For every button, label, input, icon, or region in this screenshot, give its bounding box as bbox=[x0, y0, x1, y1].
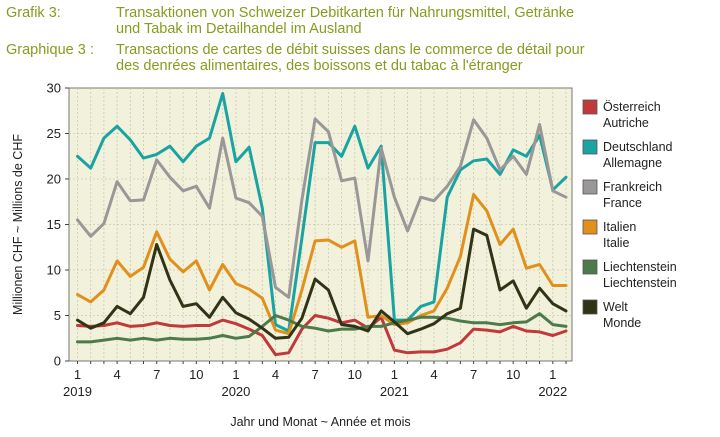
legend-label: Österreich bbox=[603, 100, 661, 114]
y-tick-label: 20 bbox=[47, 172, 61, 187]
x-tick-label-year: 2019 bbox=[63, 384, 92, 399]
y-tick-label: 25 bbox=[47, 126, 61, 141]
x-axis-ticks: 1 2019 4 7 10 1 2020 4 7 10 1 2021 4 7 10 1 2022 bbox=[63, 361, 567, 399]
y-tick-label: 15 bbox=[47, 217, 61, 232]
series-line-welt bbox=[76, 227, 568, 340]
series-line-deutschland bbox=[76, 92, 568, 333]
legend-swatch-österreich bbox=[582, 99, 598, 115]
x-tick-label-month: 10 bbox=[506, 367, 520, 382]
legend: Österreich Autriche Deutschland Allemagne Fr… bbox=[582, 99, 677, 330]
legend-label-fr: Allemagne bbox=[603, 156, 662, 170]
x-tick-label-year: 2021 bbox=[380, 384, 409, 399]
plot-area bbox=[68, 87, 573, 362]
y-axis-ticks: 0 5 10 15 20 25 30 bbox=[47, 81, 69, 369]
legend-swatch-welt bbox=[582, 299, 598, 315]
legend-swatch-deutschland bbox=[582, 139, 598, 155]
title-de-text-1: Transaktionen von Schweizer Debitkarten … bbox=[116, 5, 575, 21]
legend-label-fr: Monde bbox=[603, 316, 641, 330]
title-fr-text-2: des denrées alimentaires, des boissons e… bbox=[116, 58, 523, 74]
legend-swatch-liechtenstein bbox=[582, 259, 598, 275]
legend-label: Frankreich bbox=[603, 180, 662, 194]
legend-label-fr: Autriche bbox=[603, 116, 649, 130]
x-tick-label-month: 10 bbox=[189, 367, 203, 382]
x-tick-label-month: 4 bbox=[113, 367, 120, 382]
y-tick-label: 10 bbox=[47, 263, 61, 278]
x-axis-title: Jahr und Monat ~ Année et mois bbox=[230, 415, 410, 429]
title-de-text-2: und Tabak im Detailhandel im Ausland bbox=[116, 21, 362, 37]
x-tick-label-month: 10 bbox=[348, 367, 362, 382]
x-tick-label-month: 1 bbox=[74, 367, 81, 382]
x-tick-label-month: 7 bbox=[312, 367, 319, 382]
legend-swatch-frankreich bbox=[582, 179, 598, 195]
legend-label-fr: Liechtenstein bbox=[603, 276, 677, 290]
x-tick-label-month: 4 bbox=[430, 367, 437, 382]
legend-label: Deutschland bbox=[603, 140, 673, 154]
legend-label: Welt bbox=[603, 300, 628, 314]
y-tick-label: 30 bbox=[47, 81, 61, 96]
title-fr-label: Graphique 3 : bbox=[6, 42, 94, 58]
series-line-österreich bbox=[76, 314, 568, 357]
series-lines bbox=[76, 92, 568, 357]
x-tick-label-month: 1 bbox=[232, 367, 239, 382]
x-tick-label-month: 1 bbox=[549, 367, 556, 382]
series-line-frankreich bbox=[76, 117, 568, 299]
legend-label-fr: France bbox=[603, 196, 642, 210]
x-tick-label-year: 2022 bbox=[538, 384, 567, 399]
x-tick-label-month: 7 bbox=[470, 367, 477, 382]
y-axis-title: Millionen CHF ~ Millions de CHF bbox=[11, 134, 25, 315]
title-fr-text-1: Transactions de cartes de débit suisses … bbox=[116, 42, 585, 58]
legend-label-fr: Italie bbox=[603, 236, 629, 250]
series-line-italien bbox=[76, 193, 568, 336]
x-tick-label-month: 1 bbox=[391, 367, 398, 382]
x-tick-label-month: 7 bbox=[153, 367, 160, 382]
legend-label: Italien bbox=[603, 220, 636, 234]
y-tick-label: 5 bbox=[54, 308, 61, 323]
series-line-liechtenstein bbox=[76, 312, 568, 344]
title-de-label: Grafik 3: bbox=[6, 5, 61, 21]
legend-swatch-italien bbox=[582, 219, 598, 235]
y-tick-label: 0 bbox=[54, 354, 61, 369]
x-tick-label-month: 4 bbox=[272, 367, 279, 382]
x-tick-label-year: 2020 bbox=[221, 384, 250, 399]
legend-label: Liechtenstein bbox=[603, 260, 677, 274]
